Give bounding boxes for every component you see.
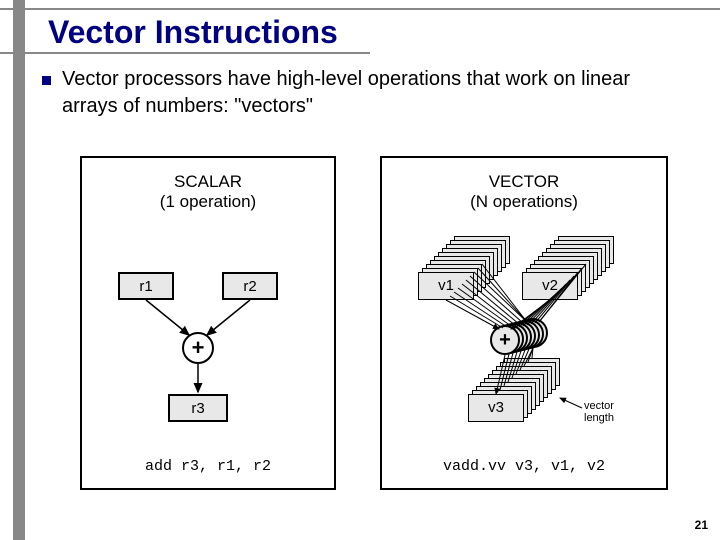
scalar-header-2: (1 operation) xyxy=(82,192,334,212)
scalar-panel: SCALAR (1 operation) xyxy=(80,156,336,490)
body-text: Vector processors have high-level operat… xyxy=(62,66,652,120)
page-title: Vector Instructions xyxy=(48,14,338,51)
top-rule xyxy=(0,8,720,10)
scalar-plus: + xyxy=(182,332,214,364)
stack-v1-layer: v1 xyxy=(418,272,474,300)
bullet-icon xyxy=(42,76,51,85)
stack-plus-layer: + xyxy=(490,325,520,355)
vector-code: vadd.vv v3, v1, v2 xyxy=(380,458,668,475)
reg-r2: r2 xyxy=(222,272,278,300)
vector-length-label: vector length xyxy=(584,400,614,424)
left-rule xyxy=(13,0,25,540)
vlen-1: vector xyxy=(584,400,614,412)
reg-r3: r3 xyxy=(168,394,228,422)
vlen-2: length xyxy=(584,412,614,424)
stack-v3-layer: v3 xyxy=(468,394,524,422)
page-number: 21 xyxy=(695,518,708,532)
vector-header-2: (N operations) xyxy=(382,192,666,212)
scalar-code: add r3, r1, r2 xyxy=(80,458,336,475)
vector-header-1: VECTOR xyxy=(382,172,666,192)
stack-v2-layer: v2 xyxy=(522,272,578,300)
reg-r1: r1 xyxy=(118,272,174,300)
scalar-header-1: SCALAR xyxy=(82,172,334,192)
title-underline xyxy=(0,52,370,54)
